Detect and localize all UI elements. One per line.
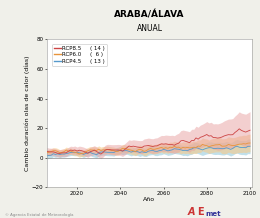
Legend: RCP8.5     ( 14 ), RCP6.0     (  6 ), RCP4.5     ( 13 ): RCP8.5 ( 14 ), RCP6.0 ( 6 ), RCP4.5 ( 13… [52,44,107,66]
Text: © Agencia Estatal de Meteorología: © Agencia Estatal de Meteorología [5,213,74,217]
Y-axis label: Cambio duración olas de calor (días): Cambio duración olas de calor (días) [25,56,30,171]
Text: ANUAL: ANUAL [136,24,162,33]
Text: A: A [187,207,195,217]
Text: ARABA/ÁLAVA: ARABA/ÁLAVA [114,11,185,20]
Text: met: met [205,211,221,217]
Text: E: E [198,207,204,217]
X-axis label: Año: Año [144,197,155,202]
